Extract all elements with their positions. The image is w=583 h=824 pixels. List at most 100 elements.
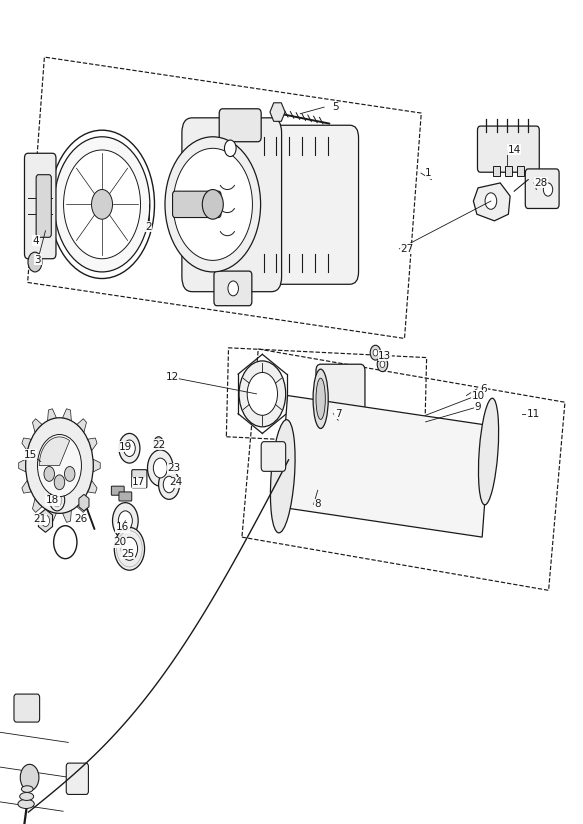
Circle shape	[26, 418, 93, 513]
Circle shape	[154, 437, 163, 450]
Text: 6: 6	[480, 384, 487, 394]
Circle shape	[28, 252, 42, 272]
Circle shape	[173, 148, 252, 260]
Circle shape	[485, 193, 497, 209]
Polygon shape	[48, 510, 57, 522]
Polygon shape	[77, 499, 86, 513]
Text: 28: 28	[535, 178, 547, 188]
Ellipse shape	[316, 378, 325, 419]
Circle shape	[119, 433, 140, 463]
Circle shape	[54, 137, 150, 272]
FancyBboxPatch shape	[111, 486, 124, 495]
Circle shape	[147, 450, 173, 486]
Polygon shape	[33, 499, 42, 513]
Text: 10: 10	[472, 391, 484, 400]
Circle shape	[380, 361, 385, 368]
Text: 17: 17	[132, 477, 145, 487]
Text: 16: 16	[116, 522, 129, 532]
Polygon shape	[87, 438, 97, 451]
Circle shape	[153, 458, 167, 478]
Polygon shape	[19, 459, 26, 472]
Text: 5: 5	[332, 102, 339, 112]
FancyBboxPatch shape	[245, 125, 359, 284]
FancyBboxPatch shape	[525, 169, 559, 208]
Text: 25: 25	[122, 549, 135, 559]
Circle shape	[247, 372, 278, 415]
Text: 19: 19	[119, 442, 132, 452]
Text: 18: 18	[46, 495, 59, 505]
Circle shape	[65, 466, 75, 481]
Text: 20: 20	[113, 537, 126, 547]
Circle shape	[64, 150, 141, 259]
FancyBboxPatch shape	[132, 470, 147, 488]
Circle shape	[92, 190, 113, 219]
Circle shape	[159, 470, 180, 499]
FancyBboxPatch shape	[36, 175, 51, 237]
Circle shape	[239, 361, 286, 427]
Text: 22: 22	[152, 440, 165, 450]
Polygon shape	[279, 396, 490, 537]
Polygon shape	[62, 510, 71, 522]
Polygon shape	[77, 419, 86, 433]
Text: 7: 7	[335, 409, 342, 419]
Text: 26: 26	[74, 514, 87, 524]
Text: 24: 24	[170, 477, 182, 487]
Text: 9: 9	[475, 402, 482, 412]
Ellipse shape	[271, 419, 295, 533]
Ellipse shape	[313, 369, 328, 428]
Wedge shape	[39, 437, 69, 466]
FancyBboxPatch shape	[173, 191, 221, 218]
Bar	[493, 166, 500, 176]
Polygon shape	[93, 459, 100, 472]
Circle shape	[121, 537, 138, 560]
Ellipse shape	[20, 793, 34, 800]
Circle shape	[118, 511, 132, 531]
Circle shape	[54, 475, 65, 489]
Text: 14: 14	[508, 145, 521, 155]
Text: 1: 1	[425, 168, 432, 178]
Polygon shape	[22, 480, 31, 493]
Circle shape	[113, 503, 138, 539]
Polygon shape	[473, 183, 510, 221]
FancyBboxPatch shape	[316, 364, 365, 437]
Bar	[517, 166, 524, 176]
Polygon shape	[48, 409, 57, 421]
Circle shape	[44, 466, 54, 481]
Polygon shape	[62, 409, 71, 421]
Text: 4: 4	[33, 236, 40, 246]
FancyBboxPatch shape	[66, 763, 89, 794]
Ellipse shape	[22, 786, 33, 793]
Circle shape	[114, 527, 145, 570]
Circle shape	[543, 183, 553, 196]
Bar	[505, 166, 512, 176]
Circle shape	[224, 140, 236, 157]
Text: 23: 23	[167, 463, 180, 473]
Circle shape	[377, 357, 388, 372]
FancyBboxPatch shape	[24, 153, 56, 259]
Circle shape	[41, 515, 50, 527]
Text: 8: 8	[314, 499, 321, 509]
Circle shape	[202, 190, 223, 219]
Circle shape	[370, 345, 381, 360]
Circle shape	[163, 476, 175, 493]
FancyBboxPatch shape	[182, 118, 282, 292]
Circle shape	[20, 765, 39, 791]
Polygon shape	[33, 419, 42, 433]
Circle shape	[124, 440, 135, 456]
Text: 15: 15	[24, 450, 37, 460]
FancyBboxPatch shape	[119, 492, 132, 501]
Text: 3: 3	[34, 255, 41, 265]
FancyBboxPatch shape	[477, 126, 539, 172]
Ellipse shape	[479, 398, 498, 505]
Text: 11: 11	[527, 409, 540, 419]
FancyBboxPatch shape	[261, 442, 286, 471]
Text: 13: 13	[378, 351, 391, 361]
Text: 2: 2	[145, 222, 152, 232]
Circle shape	[165, 137, 261, 272]
Text: 21: 21	[33, 514, 46, 524]
Polygon shape	[87, 480, 97, 493]
Polygon shape	[22, 438, 31, 451]
Circle shape	[228, 281, 238, 296]
FancyBboxPatch shape	[14, 694, 40, 722]
Circle shape	[37, 434, 82, 497]
